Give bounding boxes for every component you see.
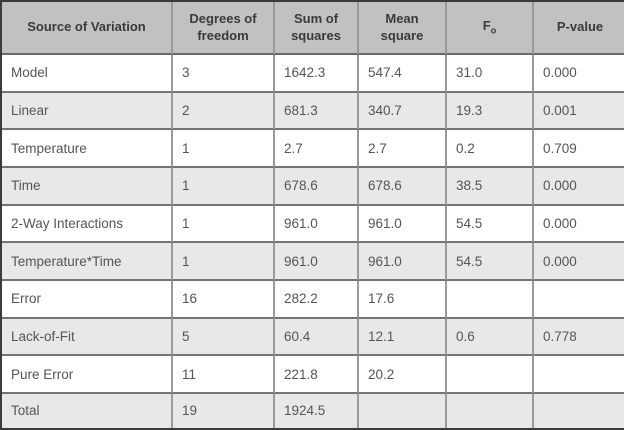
cell-mean-square: 678.6 bbox=[359, 167, 447, 206]
cell-df: 1 bbox=[173, 130, 275, 168]
cell-df: 3 bbox=[173, 55, 275, 93]
column-header-source-of-variation: Source of Variation bbox=[2, 2, 173, 55]
cell-f bbox=[447, 393, 534, 428]
cell-mean-square: 2.7 bbox=[359, 130, 447, 168]
cell-f: 0.2 bbox=[447, 130, 534, 168]
cell-mean-square: 17.6 bbox=[359, 280, 447, 319]
cell-source: Temperature*Time bbox=[2, 243, 173, 281]
column-header-f0: Fo bbox=[447, 2, 534, 55]
cell-sum-squares: 961.0 bbox=[275, 205, 359, 244]
cell-sum-squares: 2.7 bbox=[275, 130, 359, 168]
table-row-2way-interactions: 2-Way Interactions 1 961.0 961.0 54.5 0.… bbox=[2, 205, 624, 244]
cell-sum-squares: 678.6 bbox=[275, 167, 359, 206]
cell-f: 0.6 bbox=[447, 318, 534, 357]
cell-source: Temperature bbox=[2, 130, 173, 168]
column-header-degrees-of-freedom: Degrees of freedom bbox=[173, 2, 275, 55]
table-row-model: Model 3 1642.3 547.4 31.0 0.000 bbox=[2, 55, 624, 93]
cell-source: Total bbox=[2, 393, 173, 428]
cell-p: 0.000 bbox=[534, 243, 624, 281]
cell-df: 2 bbox=[173, 92, 275, 131]
cell-source: 2-Way Interactions bbox=[2, 205, 173, 244]
cell-source: Lack-of-Fit bbox=[2, 318, 173, 357]
cell-mean-square: 961.0 bbox=[359, 205, 447, 244]
cell-p: 0.000 bbox=[534, 205, 624, 244]
table-row-error: Error 16 282.2 17.6 bbox=[2, 280, 624, 319]
cell-f: 38.5 bbox=[447, 167, 534, 206]
cell-source: Pure Error bbox=[2, 356, 173, 394]
cell-p: 0.778 bbox=[534, 318, 624, 357]
cell-p bbox=[534, 280, 624, 319]
f-symbol: F bbox=[482, 18, 491, 34]
table-row-total: Total 19 1924.5 bbox=[2, 393, 624, 428]
cell-p bbox=[534, 393, 624, 428]
cell-source: Model bbox=[2, 55, 173, 93]
cell-sum-squares: 1924.5 bbox=[275, 393, 359, 428]
column-header-sum-of-squares: Sum of squares bbox=[275, 2, 359, 55]
table-header: Source of Variation Degrees of freedom S… bbox=[2, 2, 624, 55]
table-row-linear: Linear 2 681.3 340.7 19.3 0.001 bbox=[2, 92, 624, 131]
cell-sum-squares: 681.3 bbox=[275, 92, 359, 131]
cell-sum-squares: 60.4 bbox=[275, 318, 359, 357]
cell-mean-square: 20.2 bbox=[359, 356, 447, 394]
cell-sum-squares: 221.8 bbox=[275, 356, 359, 394]
f-subscript: o bbox=[490, 25, 497, 36]
cell-df: 1 bbox=[173, 167, 275, 206]
cell-f: 19.3 bbox=[447, 92, 534, 131]
cell-df: 1 bbox=[173, 205, 275, 244]
cell-df: 1 bbox=[173, 243, 275, 281]
cell-p: 0.000 bbox=[534, 55, 624, 93]
table-body: Model 3 1642.3 547.4 31.0 0.000 Linear 2… bbox=[2, 55, 624, 428]
cell-sum-squares: 282.2 bbox=[275, 280, 359, 319]
cell-f: 31.0 bbox=[447, 55, 534, 93]
header-row: Source of Variation Degrees of freedom S… bbox=[2, 2, 624, 55]
table-row-temperature: Temperature 1 2.7 2.7 0.2 0.709 bbox=[2, 130, 624, 168]
cell-df: 16 bbox=[173, 280, 275, 319]
cell-df: 5 bbox=[173, 318, 275, 357]
cell-mean-square: 961.0 bbox=[359, 243, 447, 281]
cell-p: 0.000 bbox=[534, 167, 624, 206]
cell-f: 54.5 bbox=[447, 243, 534, 281]
table-row-time: Time 1 678.6 678.6 38.5 0.000 bbox=[2, 167, 624, 206]
cell-p bbox=[534, 356, 624, 394]
column-header-p-value: P-value bbox=[534, 2, 624, 55]
table-row-temperature-time: Temperature*Time 1 961.0 961.0 54.5 0.00… bbox=[2, 243, 624, 281]
cell-source: Error bbox=[2, 280, 173, 319]
cell-df: 11 bbox=[173, 356, 275, 394]
cell-p: 0.001 bbox=[534, 92, 624, 131]
cell-mean-square bbox=[359, 393, 447, 428]
table-row-pure-error: Pure Error 11 221.8 20.2 bbox=[2, 356, 624, 394]
cell-f bbox=[447, 280, 534, 319]
table-row-lack-of-fit: Lack-of-Fit 5 60.4 12.1 0.6 0.778 bbox=[2, 318, 624, 357]
cell-p: 0.709 bbox=[534, 130, 624, 168]
cell-mean-square: 340.7 bbox=[359, 92, 447, 131]
cell-f: 54.5 bbox=[447, 205, 534, 244]
column-header-mean-square: Mean square bbox=[359, 2, 447, 55]
cell-sum-squares: 1642.3 bbox=[275, 55, 359, 93]
cell-df: 19 bbox=[173, 393, 275, 428]
cell-source: Time bbox=[2, 167, 173, 206]
cell-f bbox=[447, 356, 534, 394]
cell-mean-square: 547.4 bbox=[359, 55, 447, 93]
cell-source: Linear bbox=[2, 92, 173, 131]
cell-mean-square: 12.1 bbox=[359, 318, 447, 357]
cell-sum-squares: 961.0 bbox=[275, 243, 359, 281]
